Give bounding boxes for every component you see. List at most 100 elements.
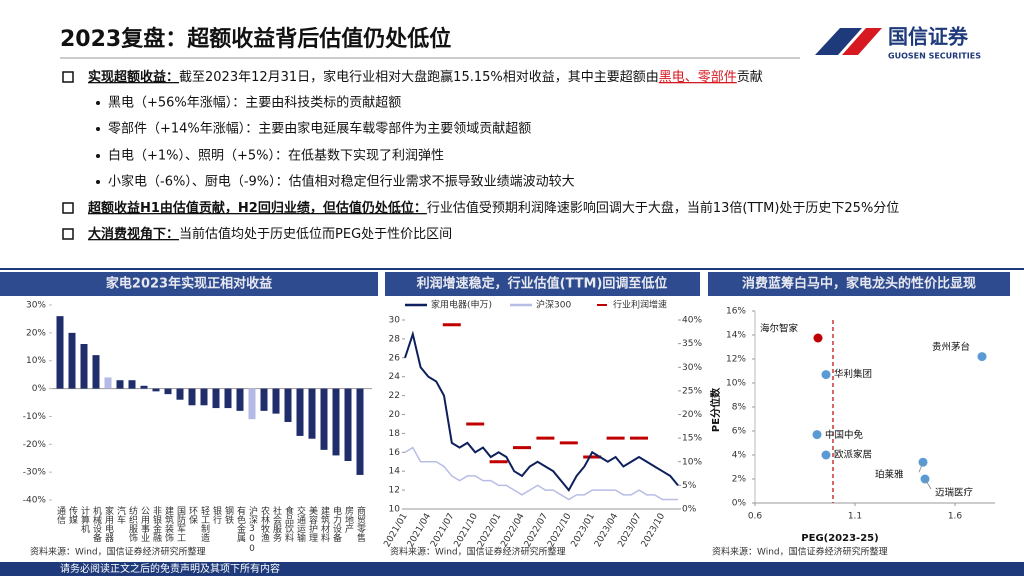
y-tick-label: 20% bbox=[26, 328, 46, 338]
y-tick-label: 26 bbox=[389, 353, 401, 363]
point bbox=[821, 370, 831, 380]
legend-label: 家用电器(申万) bbox=[431, 299, 492, 311]
sub-bullet: 小家电（-6%）、厨电（-9%）：估值相对稳定但行业需求不振导致业绩端波动较大 bbox=[108, 174, 575, 190]
bar bbox=[260, 388, 268, 411]
bullet-label: 超额收益H1由估值贡献，H2回归业绩，但估值仍处低位： bbox=[88, 200, 427, 216]
x-tick-label: 建筑装饰 bbox=[163, 505, 174, 543]
bullet-text: 当前估值均处于历史低位而PEG处于性价比区间 bbox=[179, 226, 452, 242]
x-tick-label: 美容护理 bbox=[307, 505, 318, 542]
bar bbox=[92, 355, 100, 389]
panel-title: 消费蓝筹白马中，家电龙头的性价比显现 bbox=[742, 276, 976, 292]
bar bbox=[212, 388, 220, 409]
y-tick-label: -10% bbox=[23, 412, 47, 422]
panel-header bbox=[0, 272, 378, 296]
logo: 国信证券 GUOSEN SECURITIES bbox=[815, 25, 981, 61]
x-tick-label: 1.1 bbox=[848, 512, 862, 522]
panel-header bbox=[385, 272, 700, 296]
x-tick-label: 1.6 bbox=[948, 512, 963, 522]
bullet: 超额收益H1由估值贡献，H2回归业绩，但估值仍处低位：行业估值受预期利润降速影响… bbox=[88, 200, 899, 216]
legend-label: 沪深300 bbox=[536, 299, 571, 311]
point bbox=[977, 352, 987, 362]
x-tick-label: 钢铁 bbox=[223, 505, 234, 525]
y-tick-label: -30% bbox=[23, 468, 47, 478]
bar bbox=[272, 388, 280, 414]
y-tick-label: 10% bbox=[26, 356, 46, 366]
sub-dot bbox=[96, 180, 100, 184]
x-tick-label: 通信 bbox=[55, 506, 66, 525]
bar bbox=[80, 344, 88, 389]
bullet-box bbox=[62, 71, 74, 83]
sub-dot bbox=[96, 101, 100, 105]
y2-tick-label: 15% bbox=[682, 434, 702, 444]
bullet-highlight: 黑电、零部件 bbox=[659, 70, 737, 85]
logo-shape bbox=[842, 28, 882, 55]
source: 资料来源：Wind，国信证券经济研究所整理 bbox=[390, 546, 566, 558]
sub-dot bbox=[96, 127, 100, 131]
bar bbox=[308, 388, 316, 439]
bullet-box bbox=[62, 202, 74, 214]
x-tick-label: 环保 bbox=[187, 506, 198, 525]
x-tick-label: 2023/10 bbox=[640, 512, 667, 550]
logo-text: 国信证券 bbox=[888, 25, 969, 49]
y2-tick-label: 35% bbox=[682, 339, 702, 349]
y-tick-label: -40% bbox=[23, 496, 47, 506]
bar bbox=[116, 380, 124, 389]
point bbox=[813, 333, 823, 343]
bullet: 实现超额收益：截至2023年12月31日，家电行业相对大盘跑赢15.15%相对收… bbox=[88, 69, 763, 85]
y2-tick-label: 25% bbox=[682, 386, 702, 396]
y-tick-label: 30 bbox=[389, 316, 401, 326]
x-tick-label: 国防军工 bbox=[175, 506, 186, 542]
series-line bbox=[404, 446, 678, 501]
x-tick-label: 家用电器 bbox=[103, 505, 114, 542]
bar bbox=[248, 388, 256, 420]
point bbox=[821, 450, 831, 460]
x-tick-label: 农林牧渔 bbox=[259, 505, 270, 542]
x-tick-label: 交通运输 bbox=[295, 505, 306, 543]
y-tick-label: 12% bbox=[726, 355, 746, 365]
bar bbox=[356, 388, 364, 475]
point-label: 欧派家居 bbox=[834, 449, 872, 461]
label-leader bbox=[918, 462, 924, 473]
y-tick-label: 24 bbox=[389, 372, 401, 382]
bar bbox=[152, 388, 160, 392]
sub-bullet: 黑电（+56%年涨幅）：主要由科技类标的贡献超额 bbox=[108, 95, 401, 111]
y-tick-label: -20% bbox=[23, 440, 47, 450]
bullet-box bbox=[62, 228, 74, 240]
bar bbox=[128, 380, 136, 389]
x-axis-title: PEG(2023-25) bbox=[801, 533, 878, 544]
y2-tick-label: 10% bbox=[682, 457, 702, 467]
bullet-label: 实现超额收益： bbox=[88, 69, 179, 85]
bullet-text: 截至2023年12月31日，家电行业相对大盘跑赢15.15%相对收益，其中主要超… bbox=[179, 69, 659, 85]
bar bbox=[68, 332, 76, 389]
x-tick-label: 食品饮料 bbox=[283, 505, 294, 543]
y-tick-label: 10 bbox=[389, 505, 401, 515]
bar bbox=[164, 388, 172, 395]
sub-bullet: 零部件（+14%年涨幅）：主要由家电延展车载零部件为主要领域贡献超额 bbox=[108, 121, 531, 137]
y-tick-label: 20 bbox=[389, 410, 401, 420]
point-label: 珀莱雅 bbox=[875, 469, 904, 481]
divider bbox=[0, 268, 1024, 270]
sub-bullet: 白电（+1%）、照明（+5%）：在低基数下实现了利润弹性 bbox=[108, 148, 444, 164]
logo-shape bbox=[815, 28, 862, 55]
x-tick-label: 轻工制造 bbox=[199, 505, 210, 543]
y-axis-title: PE分位数 bbox=[709, 387, 722, 432]
panel-title: 家电2023年实现正相对收益 bbox=[106, 276, 272, 292]
panel-header bbox=[708, 272, 1010, 296]
slide-title: 2023复盘：超额收益背后估值仍处低位 bbox=[60, 26, 451, 52]
y-tick-label: 6% bbox=[732, 427, 747, 437]
bullet-text: 贡献 bbox=[737, 70, 763, 85]
point-label: 华利集团 bbox=[834, 368, 872, 380]
point-label: 中国中免 bbox=[825, 429, 864, 441]
source: 资料来源：Wind，国信证券经济研究所整理 bbox=[30, 546, 206, 558]
bar bbox=[140, 385, 148, 389]
y-tick-label: 16 bbox=[389, 448, 401, 458]
y-tick-label: 28 bbox=[389, 334, 401, 344]
y2-tick-label: 40% bbox=[682, 316, 702, 326]
y-tick-label: 22 bbox=[389, 391, 400, 401]
bullet-text: 行业估值受预期利润降速影响回调大于大盘，当前13倍(TTM)处于历史下25%分位 bbox=[427, 200, 899, 216]
point bbox=[812, 430, 822, 440]
y-tick-label: 16% bbox=[726, 307, 746, 317]
x-tick-label: 传媒 bbox=[67, 505, 78, 525]
y-tick-label: 12 bbox=[389, 486, 400, 496]
